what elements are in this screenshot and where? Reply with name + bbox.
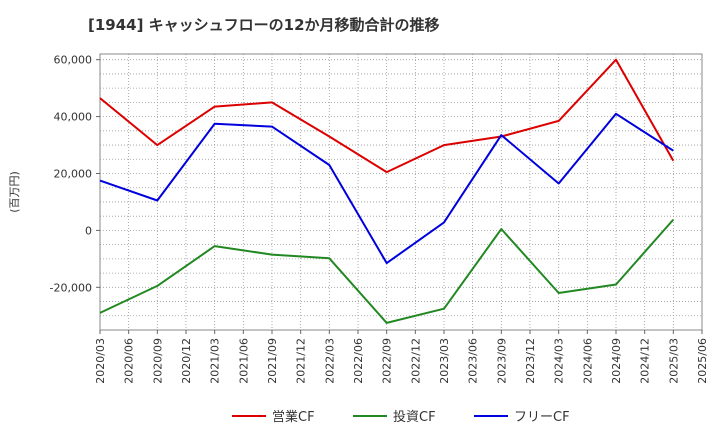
- y-tick-label: 20,000: [54, 168, 93, 181]
- x-tick-label: 2023/12: [524, 338, 537, 384]
- series-line-1: [99, 218, 675, 324]
- x-tick-label: 2024/12: [639, 338, 652, 384]
- x-tick-label: 2024/03: [553, 338, 566, 384]
- x-tick-label: 2022/06: [352, 338, 365, 384]
- x-tick-label: 2023/03: [438, 338, 451, 384]
- x-tick-label: 2023/09: [495, 338, 508, 384]
- grid: [99, 54, 703, 331]
- series-lines: [99, 58, 675, 324]
- x-tick-label: 2022/09: [381, 338, 394, 384]
- y-tick-label: -20,000: [50, 281, 92, 294]
- x-tick-label: 2021/03: [209, 338, 222, 384]
- series-line-2: [99, 112, 674, 265]
- x-tick-label: 2020/06: [123, 338, 136, 384]
- x-tick-label: 2021/09: [266, 338, 279, 384]
- x-tick-label: 2020/12: [180, 338, 193, 384]
- x-tick-label: 2024/09: [610, 338, 623, 384]
- legend-label: フリーCF: [514, 410, 570, 425]
- legend: 営業CF 投資CF フリーCF: [232, 409, 570, 425]
- x-tick-label: 2020/03: [94, 338, 107, 384]
- x-tick-label: 2020/09: [151, 338, 164, 384]
- y-tick-label: 0: [85, 224, 92, 237]
- chart-title: [1944] キャッシュフローの12か月移動合計の推移: [88, 16, 440, 34]
- legend-label: 営業CF: [272, 409, 315, 425]
- y-tick-label: 40,000: [54, 111, 93, 124]
- x-tick-label: 2025/03: [667, 338, 680, 384]
- legend-label: 投資CF: [393, 409, 436, 425]
- x-axis: 2020/03 2020/06 2020/09 2020/12 2021/03 2021/…: [94, 330, 709, 384]
- x-tick-label: 2021/12: [295, 338, 308, 384]
- y-axis: 60,000 40,000 20,000 0 -20,000: [50, 54, 100, 294]
- x-tick-label: 2021/06: [237, 338, 250, 384]
- x-tick-label: 2025/06: [696, 338, 709, 384]
- x-tick-label: 2024/06: [581, 338, 594, 384]
- series-line-0: [99, 58, 675, 174]
- y-axis-title: (百万円): [8, 171, 21, 213]
- x-tick-label: 2023/06: [467, 338, 480, 384]
- plot-frame: [99, 53, 703, 331]
- x-tick-label: 2022/03: [323, 338, 336, 384]
- x-tick-label: 2022/12: [409, 338, 422, 384]
- y-tick-label: 60,000: [54, 54, 93, 67]
